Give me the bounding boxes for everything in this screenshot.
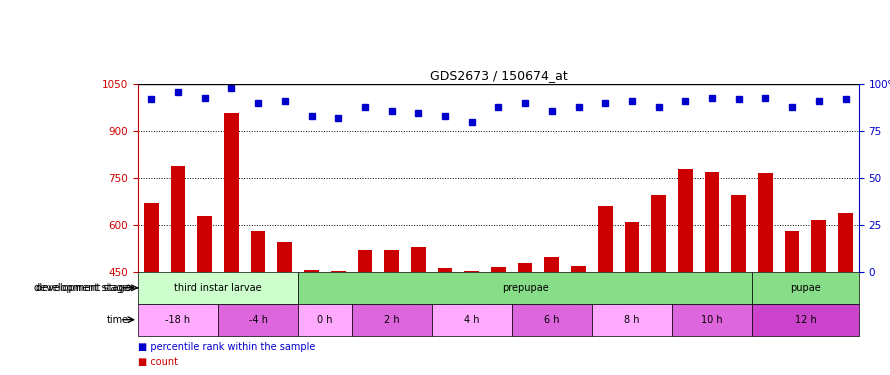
- Bar: [171, 166, 185, 272]
- Bar: [672, 304, 752, 336]
- Text: time: time: [107, 315, 129, 325]
- Text: ■ percentile rank within the sample: ■ percentile rank within the sample: [138, 342, 315, 352]
- Bar: [625, 222, 639, 272]
- Bar: [138, 304, 218, 336]
- Bar: [752, 272, 859, 304]
- Text: prepupae: prepupae: [502, 283, 548, 293]
- Text: 8 h: 8 h: [624, 315, 640, 325]
- Text: pupae: pupae: [790, 283, 821, 293]
- Bar: [438, 268, 452, 272]
- Bar: [198, 216, 212, 272]
- Bar: [592, 304, 672, 336]
- Bar: [651, 195, 666, 272]
- Bar: [598, 206, 612, 272]
- Text: -4 h: -4 h: [248, 315, 268, 325]
- Bar: [144, 203, 158, 272]
- Bar: [491, 267, 506, 272]
- Bar: [571, 266, 586, 272]
- Bar: [352, 304, 432, 336]
- Bar: [358, 250, 372, 272]
- Bar: [465, 271, 479, 272]
- Bar: [218, 304, 298, 336]
- Bar: [518, 262, 532, 272]
- Bar: [432, 304, 512, 336]
- Text: 6 h: 6 h: [544, 315, 560, 325]
- Bar: [812, 220, 826, 272]
- Bar: [224, 112, 239, 272]
- Bar: [138, 272, 298, 304]
- Bar: [384, 250, 399, 272]
- Text: 4 h: 4 h: [464, 315, 480, 325]
- Bar: [411, 247, 425, 272]
- Bar: [278, 242, 292, 272]
- Text: development stage: development stage: [35, 283, 129, 293]
- Text: 2 h: 2 h: [384, 315, 400, 325]
- Bar: [705, 172, 719, 272]
- Bar: [298, 272, 752, 304]
- Bar: [304, 270, 319, 272]
- Text: -18 h: -18 h: [166, 315, 190, 325]
- Bar: [331, 271, 345, 272]
- Bar: [251, 231, 265, 272]
- Title: GDS2673 / 150674_at: GDS2673 / 150674_at: [430, 69, 567, 82]
- Bar: [732, 195, 746, 272]
- Bar: [758, 173, 773, 272]
- Text: 12 h: 12 h: [795, 315, 816, 325]
- Bar: [752, 304, 859, 336]
- Bar: [838, 213, 853, 272]
- Text: development stage: development stage: [36, 283, 131, 293]
- Bar: [298, 304, 352, 336]
- Text: 0 h: 0 h: [317, 315, 333, 325]
- Bar: [545, 257, 559, 272]
- Text: 10 h: 10 h: [701, 315, 723, 325]
- Bar: [512, 304, 592, 336]
- Text: ■ count: ■ count: [138, 357, 178, 368]
- Text: third instar larvae: third instar larvae: [174, 283, 262, 293]
- Bar: [678, 169, 692, 272]
- Bar: [785, 231, 799, 272]
